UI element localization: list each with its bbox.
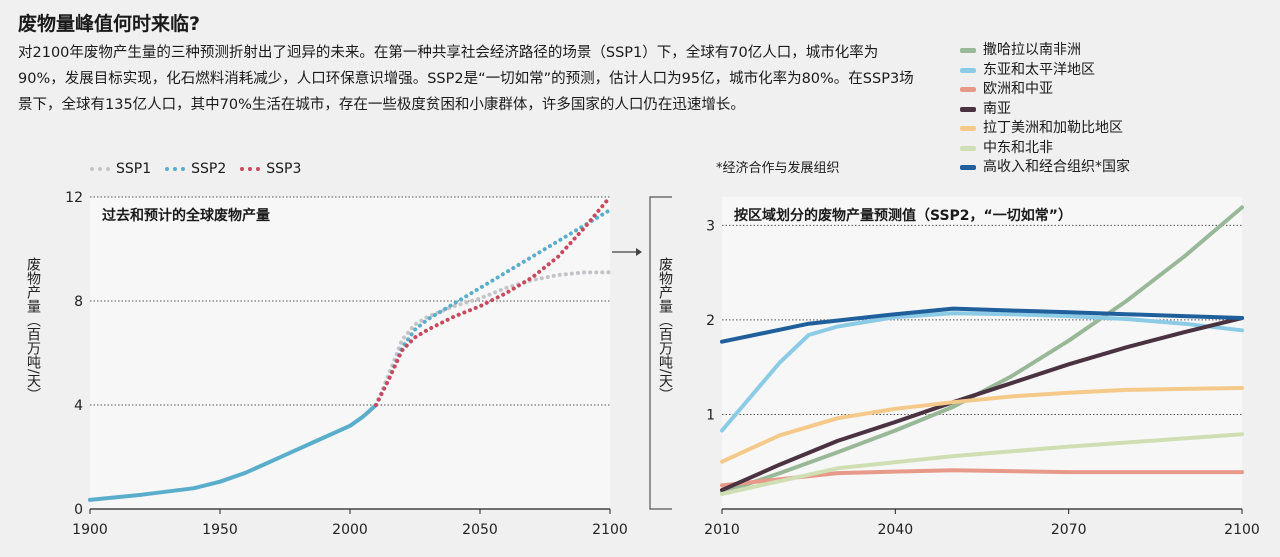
legend-swatch-region [960,87,976,93]
series-line-- [720,432,1244,496]
legend-item-ssp2: SSP2 [165,161,226,177]
legend-item-region: 欧洲和中亚 [960,80,1130,100]
x-tick-label: 2050 [462,522,498,538]
legend-item-region: 拉丁美洲和加勒比地区 [960,119,1130,139]
y-tick-label: 1 [706,407,715,423]
legend-label-ssp1: SSP1 [116,161,152,177]
legend-label-region: 拉丁美洲和加勒比地区 [983,120,1123,136]
legend-item-region: 东亚和太平洋地区 [960,61,1130,81]
series-line-- [720,316,1244,493]
legend-item-region: 高收入和经合组织*国家 [960,158,1130,178]
chart-panel-1: 0 4 8 12 1900 1950 2000 2050 2100 过去和预计的全球废物产量废物产… [25,190,628,538]
y-tick-label: 4 [74,398,83,414]
legend-label-region: 欧洲和中亚 [983,81,1053,97]
legend-item-ssp3: SSP3 [240,161,301,177]
x-tick-label: 2100 [1224,522,1260,538]
y-tick-label: 12 [65,190,83,206]
y-tick-label: 3 [706,218,715,234]
series-line-ssp1 [374,270,612,407]
legend-label-ssp2: SSP2 [191,161,227,177]
region-legend: 撒哈拉以南非洲 东亚和太平洋地区 欧洲和中亚 南亚 拉丁美洲和加勒比地区 中东和… [960,41,1130,178]
chart-title: 废物量峰值何时来临? [18,13,201,35]
legend-swatch-region [960,48,976,54]
legend-swatch-region [960,165,976,171]
legend-swatch-region [960,145,976,151]
series-line-ssp2 [374,208,612,407]
series-line-ssp3 [374,195,612,407]
y-axis-label: 废物产量（百万吨/天） [657,257,673,402]
legend-swatch-ssp1 [90,167,110,171]
x-tick-label: 2000 [332,522,368,538]
y-axis-label: 废物产量（百万吨/天） [25,257,41,402]
oecd-footnote: *经济合作与发展组织 [716,161,840,176]
legend-item-region: 南亚 [960,100,1130,120]
x-tick-label: 2070 [1051,522,1087,538]
series-line-historical [88,403,378,502]
x-tick-label: 2100 [592,522,628,538]
legend-swatch-ssp2 [165,167,186,171]
legend-swatch-region [960,67,976,73]
x-tick-label: 1950 [202,522,238,538]
legend-label-region: 东亚和太平洋地区 [983,61,1095,78]
chart-description: 对2100年废物产生量的三种预测折射出了迥异的未来。在第一种共享社会经济路径的场… [18,45,914,113]
series-line-- [720,311,1244,433]
panel-title: 按区域划分的废物产量预测值（SSP2，“一切如常”） [734,207,1072,224]
series-line-- [720,386,1244,464]
legend-swatch-ssp3 [240,167,261,171]
scenario-legend: SSP1 SSP2 SSP3 [90,161,301,177]
legend-label-region: 撒哈拉以南非洲 [983,42,1081,58]
y-tick-label: 2 [706,313,715,329]
series-line-- [720,306,1244,344]
y-tick-label: 8 [74,294,83,310]
legend-label-region: 中东和北非 [983,139,1053,156]
panel-bracket [649,196,672,510]
chart-panel-2: 1 2 3 2010 2040 2070 2100 按区域划分的废物产量预测值（SSP2，“一… [657,197,1260,538]
legend-label-region: 南亚 [983,100,1011,117]
connector-arrow-head [636,248,642,256]
x-tick-label: 2040 [878,522,914,538]
legend-item-region: 中东和北非 [960,139,1130,159]
panel-title: 过去和预计的全球废物产量 [102,207,270,224]
legend-item-ssp1: SSP1 [90,161,151,177]
x-tick-label: 1900 [72,522,108,538]
plot-area [722,197,1242,509]
legend-swatch-region [960,106,976,112]
x-tick-label: 2010 [704,522,740,538]
plot-area [90,197,610,509]
legend-swatch-region [960,126,976,132]
y-tick-label: 0 [74,502,83,518]
legend-label-ssp3: SSP3 [266,161,302,177]
legend-item-region: 撒哈拉以南非洲 [960,41,1130,61]
legend-label-region: 高收入和经合组织*国家 [983,159,1130,175]
